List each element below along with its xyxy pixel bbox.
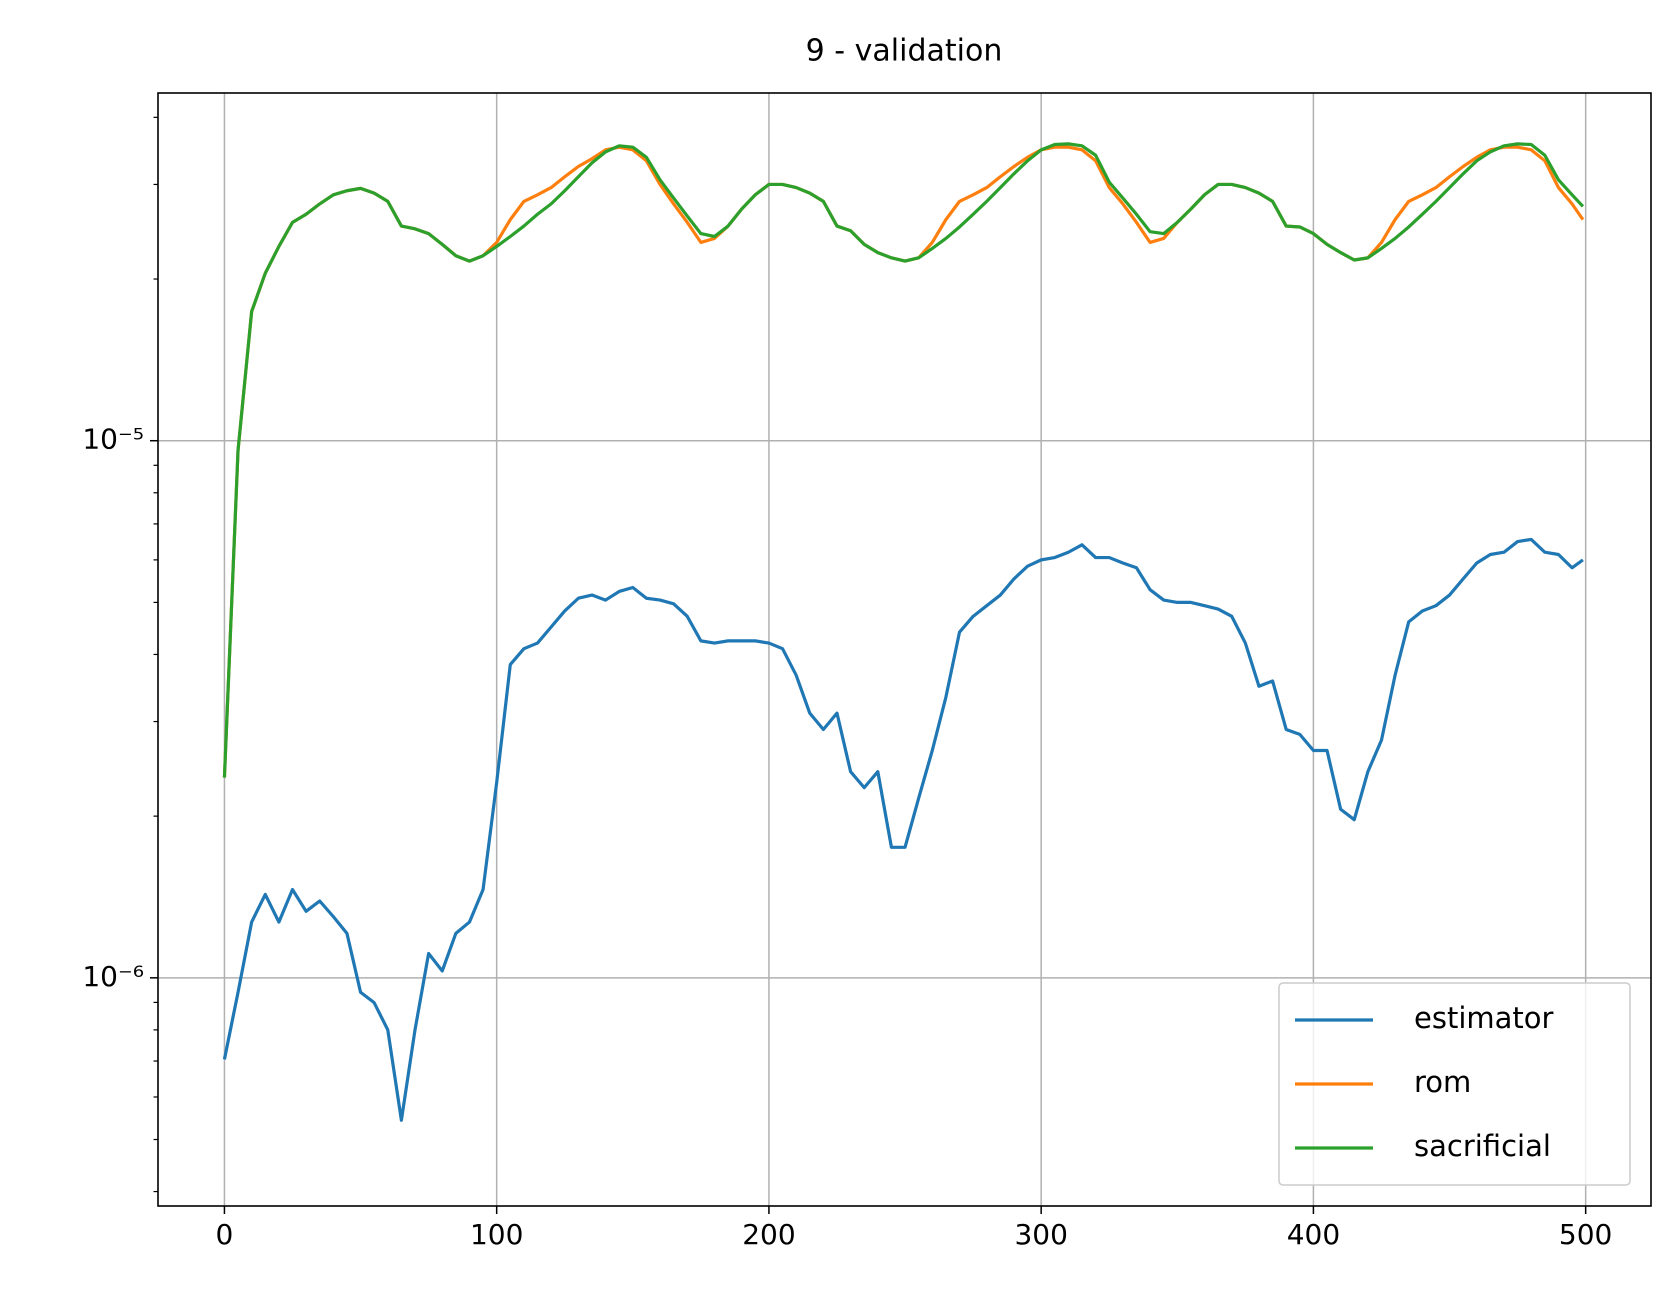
legend-box	[1278, 982, 1631, 1186]
x-tick-label: 500	[1559, 1218, 1612, 1251]
chart-title: 9 - validation	[806, 34, 1003, 69]
x-tick-label: 100	[470, 1218, 523, 1251]
plot-frame	[157, 92, 1652, 1207]
series-line	[222, 537, 1584, 1122]
x-tick-label: 200	[742, 1218, 795, 1251]
legend-label: rom	[1414, 1065, 1471, 1099]
x-tick-label: 400	[1287, 1218, 1340, 1251]
y-tick-label: 10⁻⁵	[82, 423, 144, 456]
legend-label: sacrificial	[1414, 1129, 1551, 1163]
legend-label: estimator	[1414, 1001, 1554, 1035]
series-line	[222, 145, 1585, 778]
x-tick-label: 300	[1014, 1218, 1067, 1251]
legend: estimator rom sacrificial	[1278, 982, 1631, 1186]
series-line	[222, 142, 1585, 778]
y-tick-label: 10⁻⁶	[82, 960, 144, 993]
x-tick-label: 0	[216, 1218, 234, 1251]
